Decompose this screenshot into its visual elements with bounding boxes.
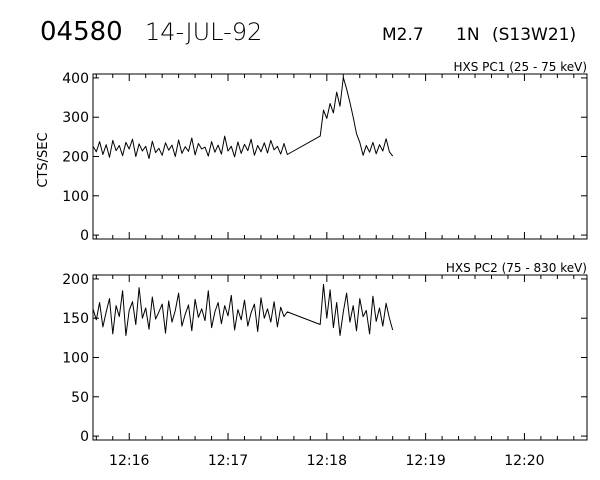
panel-pc2-y-ticks: 0 50 100 150 200	[62, 272, 587, 445]
flare-class: M2.7	[382, 25, 424, 45]
y-tick-label: 200	[62, 150, 89, 166]
x-tick-label: 12:18	[307, 453, 347, 469]
y-tick-label: 0	[80, 228, 89, 244]
y-tick-label: 300	[62, 110, 89, 126]
panel-pc1-title: HXS PC1 (25 - 75 keV)	[453, 60, 587, 74]
panel-pc1: HXS PC1 (25 - 75 keV) CTS/SEC 0 100 200 300…	[36, 60, 588, 244]
panel-pc1-series-line	[92, 77, 394, 159]
flare-location: (S13W21)	[492, 25, 576, 45]
x-tick-label: 12:20	[504, 453, 544, 469]
panel-pc1-y-ticks: 0 100 200 300 400	[62, 71, 587, 244]
x-tick-label: 12:16	[109, 453, 149, 469]
panel-pc2-title: HXS PC2 (75 - 830 keV)	[446, 261, 587, 275]
event-id: 04580	[40, 17, 123, 47]
panel-pc2-frame	[92, 274, 588, 441]
x-tick-label: 12:19	[405, 453, 445, 469]
y-tick-label: 100	[62, 351, 89, 367]
y-tick-label: 50	[71, 390, 89, 406]
y-tick-label: 200	[62, 272, 89, 288]
x-tick-label: 12:17	[208, 453, 248, 469]
panel-pc1-x-ticks	[95, 74, 575, 239]
panel-pc1-ylabel: CTS/SEC	[36, 132, 51, 187]
x-tick-labels: 12:16 12:17 12:18 12:19 12:20	[109, 453, 545, 469]
panel-pc1-frame	[92, 73, 588, 240]
y-tick-label: 150	[62, 311, 89, 327]
panel-pc2: HXS PC2 (75 - 830 keV) 0 50 100 150 200 12:1…	[62, 261, 588, 469]
event-date: 14-JUL-92	[145, 18, 262, 46]
y-tick-label: 0	[80, 429, 89, 445]
flare-importance: 1N	[456, 25, 480, 45]
panel-pc2-x-ticks	[95, 275, 575, 440]
y-tick-label: 400	[62, 71, 89, 87]
y-tick-label: 100	[62, 189, 89, 205]
panel-pc2-series-line	[92, 283, 394, 336]
